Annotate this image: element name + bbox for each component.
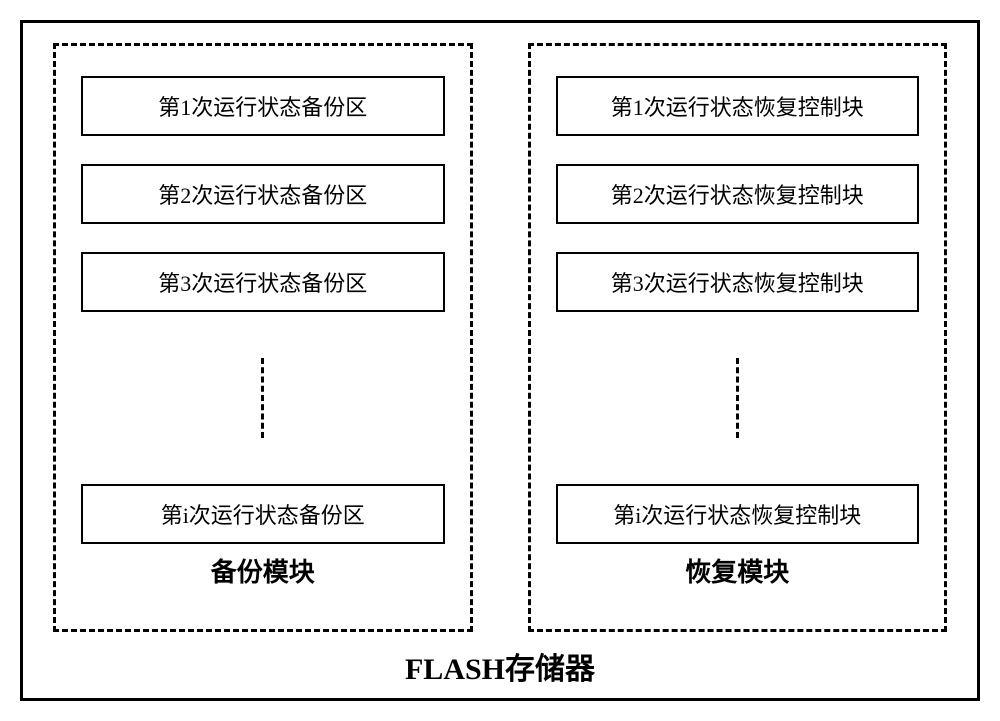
backup-block-3: 第3次运行状态备份区 <box>81 252 445 312</box>
recovery-block-i: 第i次运行状态恢复控制块 <box>556 484 920 544</box>
modules-row: 第1次运行状态备份区 第2次运行状态备份区 第3次运行状态备份区 第i次运行状态… <box>53 43 947 632</box>
recovery-connector <box>736 358 739 438</box>
recovery-module: 第1次运行状态恢复控制块 第2次运行状态恢复控制块 第3次运行状态恢复控制块 第… <box>528 43 948 632</box>
flash-storage-diagram: 第1次运行状态备份区 第2次运行状态备份区 第3次运行状态备份区 第i次运行状态… <box>20 20 980 701</box>
recovery-block-2: 第2次运行状态恢复控制块 <box>556 164 920 224</box>
recovery-blocks-container: 第1次运行状态恢复控制块 第2次运行状态恢复控制块 第3次运行状态恢复控制块 第… <box>556 76 920 544</box>
backup-module: 第1次运行状态备份区 第2次运行状态备份区 第3次运行状态备份区 第i次运行状态… <box>53 43 473 632</box>
backup-block-2: 第2次运行状态备份区 <box>81 164 445 224</box>
main-label: FLASH存储器 <box>53 644 947 688</box>
backup-block-1: 第1次运行状态备份区 <box>81 76 445 136</box>
backup-block-i: 第i次运行状态备份区 <box>81 484 445 544</box>
backup-module-label: 备份模块 <box>211 552 315 589</box>
recovery-module-label: 恢复模块 <box>685 552 789 589</box>
recovery-block-3: 第3次运行状态恢复控制块 <box>556 252 920 312</box>
recovery-block-1: 第1次运行状态恢复控制块 <box>556 76 920 136</box>
backup-connector <box>261 358 264 438</box>
backup-blocks-container: 第1次运行状态备份区 第2次运行状态备份区 第3次运行状态备份区 第i次运行状态… <box>81 76 445 544</box>
